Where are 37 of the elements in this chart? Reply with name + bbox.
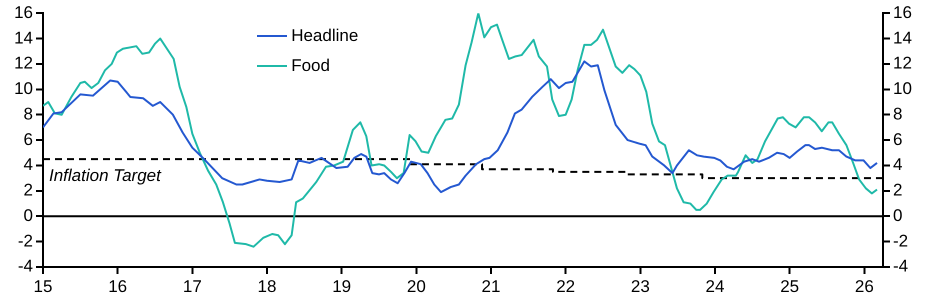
y-tick-label: -4 — [18, 256, 33, 276]
x-tick-label: 21 — [482, 276, 500, 296]
x-tick-label: 26 — [854, 276, 874, 296]
x-tick-label: 15 — [34, 276, 52, 296]
y2-tick-label: -2 — [893, 231, 908, 250]
y2-tick-label: 10 — [893, 79, 912, 98]
x-tick-label: 17 — [182, 276, 202, 296]
y-tick-label: 8 — [24, 104, 33, 124]
y-tick-label: -2 — [18, 231, 33, 250]
x-tick-label: 24 — [706, 276, 724, 296]
y2-tick-label: 8 — [893, 104, 902, 124]
x-tick-label: 25 — [780, 276, 800, 296]
y2-tick-label: -4 — [893, 256, 908, 276]
x-tick-label: 16 — [108, 276, 128, 296]
legend-label: Headline — [291, 26, 358, 46]
y2-tick-label: 0 — [893, 206, 902, 225]
legend-label: Food — [291, 56, 330, 76]
y-tick-label: 16 — [14, 2, 33, 22]
y-tick-label: 2 — [24, 180, 33, 200]
y-tick-label: 6 — [24, 130, 33, 149]
y2-tick-label: 2 — [893, 180, 902, 200]
annotation: Inflation Target — [49, 166, 162, 185]
y2-tick-label: 14 — [893, 28, 912, 48]
y2-tick-label: 6 — [893, 130, 902, 149]
y2-tick-label: 4 — [893, 155, 902, 174]
y-tick-label: 0 — [24, 206, 33, 225]
y-tick-label: 12 — [14, 54, 33, 73]
x-tick-label: 23 — [630, 276, 650, 296]
x-tick-label: 20 — [406, 276, 426, 296]
y-tick-label: 14 — [14, 28, 33, 48]
y2-tick-label: 16 — [893, 2, 912, 22]
y-tick-label: 4 — [24, 155, 33, 174]
x-tick-label: 18 — [258, 276, 276, 296]
x-tick-label: 19 — [332, 276, 352, 296]
y2-tick-label: 12 — [893, 54, 912, 73]
x-tick-label: 22 — [556, 276, 576, 296]
y-tick-label: 10 — [14, 79, 33, 98]
